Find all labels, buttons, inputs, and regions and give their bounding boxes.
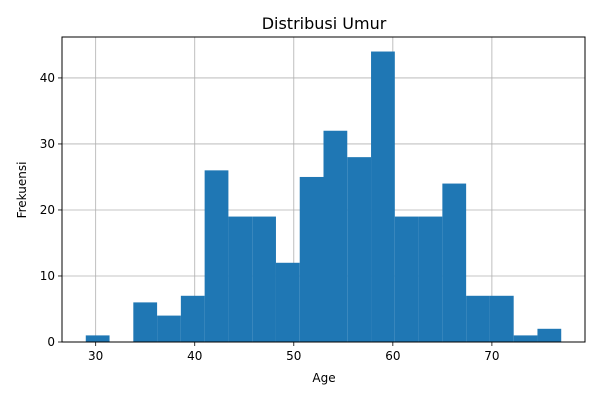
- histogram-bar: [204, 170, 229, 342]
- chart-title: Distribusi Umur: [262, 14, 387, 33]
- y-axis-label: Frekuensi: [15, 162, 29, 219]
- y-tick-label: 0: [47, 335, 55, 349]
- x-tick-label: 50: [286, 349, 301, 363]
- histogram-bar: [394, 216, 419, 342]
- histogram-bar: [252, 216, 276, 342]
- y-axis-ticks: 0 10 20 30 40: [40, 71, 62, 349]
- histogram-bar: [275, 262, 300, 342]
- x-tick-label: 60: [385, 349, 400, 363]
- histogram-bar: [228, 216, 253, 342]
- histogram-bar: [537, 328, 562, 342]
- histogram-bar: [347, 157, 372, 342]
- histogram-bar: [371, 51, 395, 343]
- histogram-bar: [323, 130, 348, 342]
- bars: [85, 51, 562, 343]
- x-tick-label: 40: [187, 349, 202, 363]
- x-axis-ticks: 30 40 50 60 70: [88, 342, 500, 363]
- histogram-bar: [133, 302, 158, 342]
- histogram-bar: [157, 315, 181, 342]
- histogram-bar: [180, 295, 205, 342]
- histogram-bar: [442, 183, 467, 342]
- y-tick-label: 40: [40, 71, 55, 85]
- plot-frame: [61, 36, 586, 343]
- histogram-bar: [85, 335, 110, 342]
- x-tick-label: 30: [88, 349, 103, 363]
- y-tick-label: 20: [40, 203, 55, 217]
- y-tick-label: 30: [40, 137, 55, 151]
- histogram-bar: [299, 176, 324, 342]
- y-tick-label: 10: [40, 269, 55, 283]
- x-axis-label: Age: [312, 371, 335, 385]
- histogram-bar: [513, 335, 538, 342]
- histogram-bar: [418, 216, 443, 342]
- x-tick-label: 70: [484, 349, 499, 363]
- histogram-bar: [489, 295, 514, 342]
- histogram-bar: [466, 295, 490, 342]
